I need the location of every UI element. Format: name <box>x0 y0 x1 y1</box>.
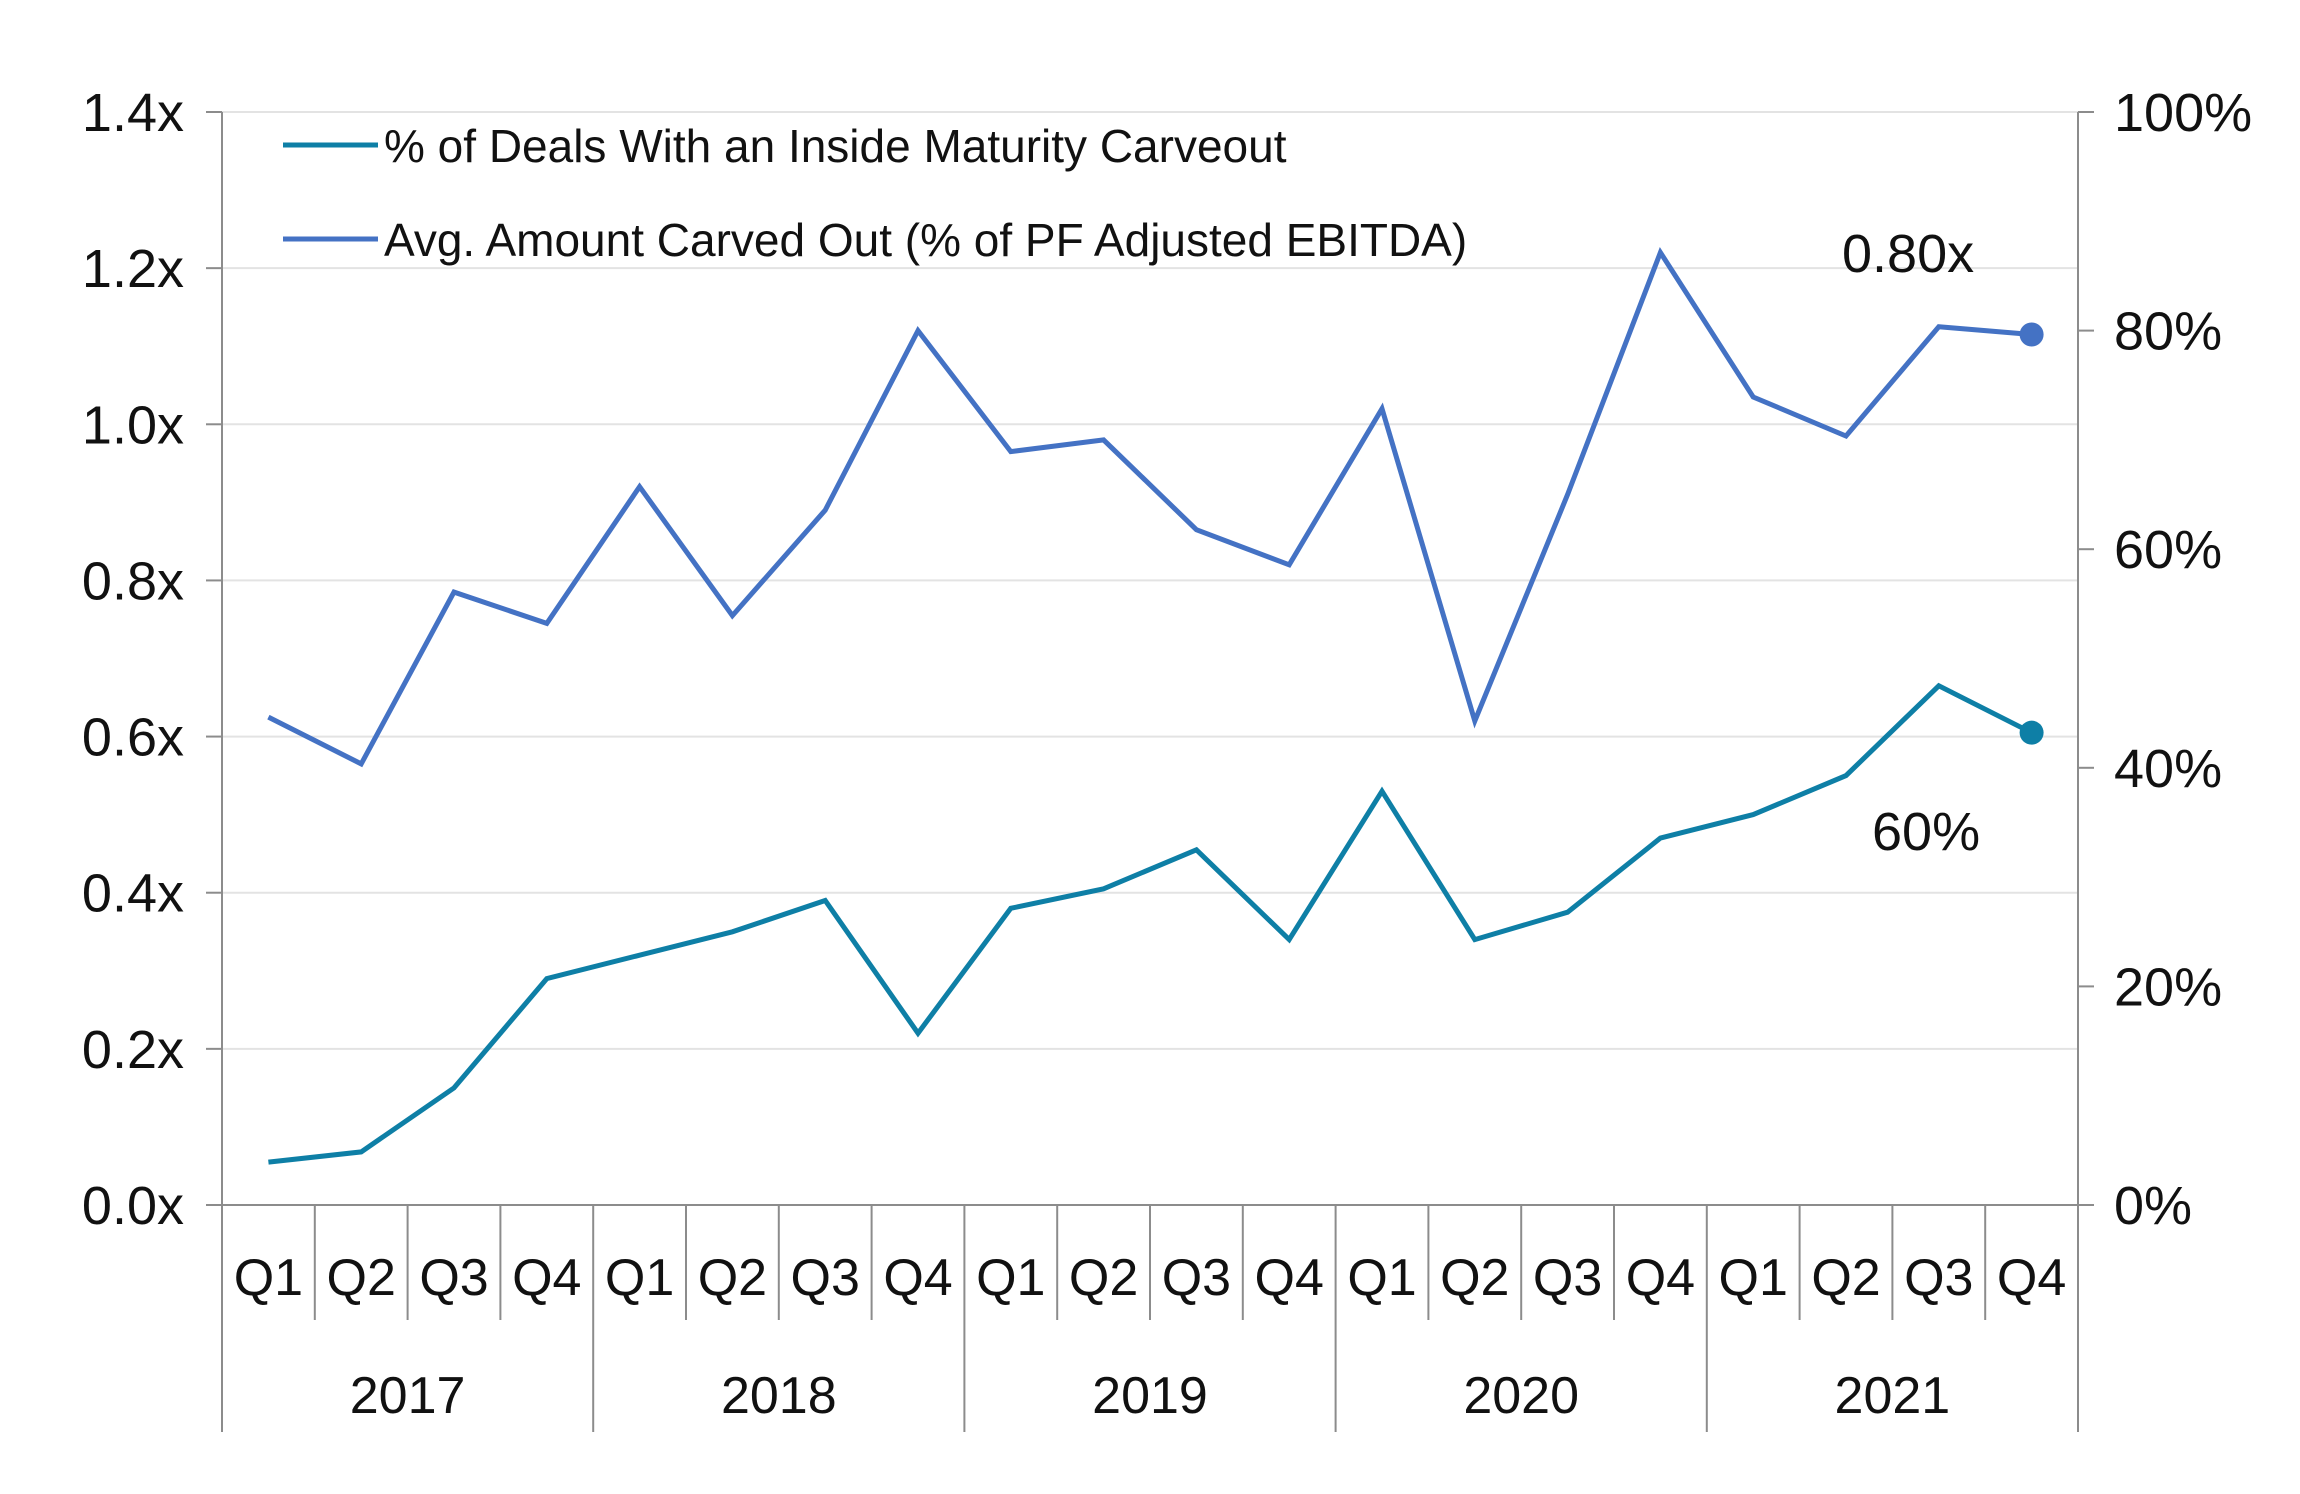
quarter-label: Q3 <box>1162 1249 1231 1307</box>
series-line-deals <box>268 682 2033 1165</box>
quarter-label: Q4 <box>883 1249 952 1307</box>
left-tick-label: 0.0x <box>82 1176 184 1236</box>
quarter-label: Q4 <box>1626 1249 1695 1307</box>
left-tick-label: 1.2x <box>82 239 184 299</box>
axes <box>221 112 2079 1206</box>
quarter-label: Q4 <box>1255 1249 1324 1307</box>
quarter-label: Q2 <box>327 1249 396 1307</box>
right-tick-label: 60% <box>2114 520 2222 580</box>
data-point <box>2019 322 2044 347</box>
left-tick-label: 0.8x <box>82 551 184 611</box>
callout-deals: 60% <box>1872 802 1980 862</box>
left-tick-label: 0.6x <box>82 708 184 768</box>
x-axis-categories: Q1 Q2 Q3 Q4 Q1 Q2 Q3 Q4 Q1 Q2 Q3 Q4 Q1 Q2 Q3 Q4 Q1 Q2 Q3 Q4… <box>221 1205 2079 1432</box>
year-label: 2020 <box>1463 1367 1579 1425</box>
quarter-label: Q3 <box>1904 1249 1973 1307</box>
right-axis-ticks: 0% 20% 40% 60% 80% 100% <box>2078 83 2252 1236</box>
left-tick-label: 1.0x <box>82 395 184 455</box>
quarter-label: Q1 <box>1719 1249 1788 1307</box>
quarter-label: Q2 <box>1069 1249 1138 1307</box>
right-tick-label: 40% <box>2114 739 2222 799</box>
legend: % of Deals With an Inside Maturity Carve… <box>283 120 1467 266</box>
data-point <box>2019 720 2044 745</box>
left-axis-ticks: 0.0x 0.2x 0.4x 0.6x 0.8x 1.0x 1.2x 1.4x <box>82 83 222 1236</box>
year-label: 2018 <box>721 1367 837 1425</box>
right-tick-label: 80% <box>2114 302 2222 362</box>
quarter-label: Q1 <box>234 1249 303 1307</box>
quarter-label: Q1 <box>605 1249 674 1307</box>
quarter-label: Q2 <box>1440 1249 1509 1307</box>
gridlines <box>222 111 2078 1050</box>
legend-label-deals: % of Deals With an Inside Maturity Carve… <box>384 120 1287 172</box>
quarter-label: Q4 <box>512 1249 581 1307</box>
quarter-label: Q2 <box>1811 1249 1880 1307</box>
left-tick-label: 1.4x <box>82 83 184 143</box>
left-tick-label: 0.4x <box>82 864 184 924</box>
quarter-label: Q2 <box>698 1249 767 1307</box>
quarter-label: Q3 <box>1533 1249 1602 1307</box>
quarter-label: Q4 <box>1997 1249 2066 1307</box>
callout-amount: 0.80x <box>1842 224 1974 284</box>
series-lines <box>267 246 2044 1165</box>
quarter-label: Q1 <box>976 1249 1045 1307</box>
quarter-label: Q3 <box>419 1249 488 1307</box>
quarter-label: Q3 <box>791 1249 860 1307</box>
right-tick-label: 100% <box>2114 83 2252 143</box>
left-tick-label: 0.2x <box>82 1020 184 1080</box>
series-line-amount <box>267 246 2032 768</box>
right-tick-label: 0% <box>2114 1176 2192 1236</box>
quarter-label: Q1 <box>1347 1249 1416 1307</box>
legend-label-amount: Avg. Amount Carved Out (% of PF Adjusted… <box>384 214 1467 266</box>
right-tick-label: 20% <box>2114 957 2222 1017</box>
year-label: 2021 <box>1835 1367 1951 1425</box>
year-label: 2017 <box>350 1367 466 1425</box>
year-label: 2019 <box>1092 1367 1208 1425</box>
